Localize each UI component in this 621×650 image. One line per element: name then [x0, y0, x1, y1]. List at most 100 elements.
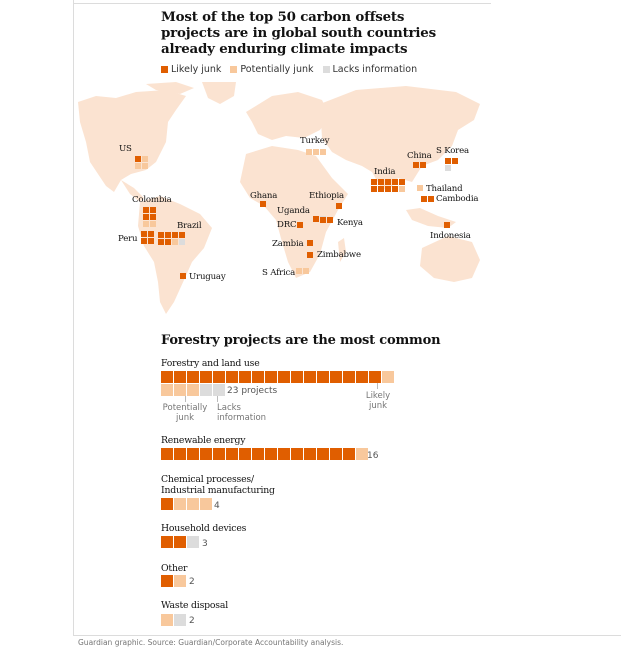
bar-square-renewable-energy-likely: [291, 448, 303, 460]
bar-square-renewable-energy-likely: [330, 448, 342, 460]
bar-square-forestry-and-land-use-lacks: [213, 384, 225, 396]
map-label-ethiopia: Ethiopia: [309, 191, 344, 201]
map-project-square-colombia: [150, 221, 156, 227]
map-project-square-brazil: [158, 239, 164, 245]
map-project-square-kenya: [320, 217, 326, 223]
sector-label-chemical-line1: Chemical processes/: [161, 474, 254, 485]
legend-swatch-likely: [161, 66, 168, 73]
map-project-square-drc: [297, 222, 303, 228]
bar-square-renewable-energy-likely: [187, 448, 199, 460]
map-project-square-india: [378, 179, 384, 185]
map-label-zimbabwe: Zimbabwe: [317, 250, 361, 260]
map-label-uruguay: Uruguay: [189, 272, 226, 282]
bar-square-forestry-and-land-use-potentially: [187, 384, 199, 396]
map-project-square-india: [385, 179, 391, 185]
map-project-square-zimbabwe: [307, 252, 313, 258]
land-central-america: [121, 180, 144, 202]
bar-square-chemical-processes-industrial-manufacturing-potentially: [174, 498, 186, 510]
bar-square-forestry-and-land-use-likely: [213, 371, 225, 383]
bar-square-household-devices-likely: [174, 536, 186, 548]
map-label-zambia: Zambia: [272, 239, 304, 249]
frame-bottom-rule: [73, 635, 621, 636]
bar-square-forestry-and-land-use-likely: [174, 371, 186, 383]
map-project-square-brazil: [172, 239, 178, 245]
map-project-square-peru: [148, 231, 154, 237]
map-project-square-peru: [141, 238, 147, 244]
map-project-square-colombia: [143, 207, 149, 213]
land-asia: [320, 86, 480, 192]
map-project-square-ethiopia: [336, 203, 342, 209]
map-project-square-zambia: [307, 240, 313, 246]
sector-label-household: Household devices: [161, 523, 247, 534]
map-project-square-brazil: [179, 239, 185, 245]
land-africa: [240, 146, 348, 278]
note-lacks: Lacks information: [217, 403, 266, 423]
map-label-ghana: Ghana: [250, 191, 278, 201]
count-renewable: 16: [367, 451, 379, 461]
bar-square-renewable-energy-likely: [317, 448, 329, 460]
legend-swatch-lacks: [322, 66, 330, 73]
land-europe: [246, 92, 330, 140]
map-project-square-china: [420, 162, 426, 168]
map-project-square-brazil: [158, 232, 164, 238]
bar-square-forestry-and-land-use-likely: [239, 371, 251, 383]
bar-square-forestry-and-land-use-likely: [200, 371, 212, 383]
source-note: Guardian graphic. Source: Guardian/Corpo…: [78, 638, 344, 647]
bar-square-forestry-and-land-use-likely: [330, 371, 342, 383]
map-label-china: China: [407, 151, 432, 161]
bar-square-renewable-energy-likely: [226, 448, 238, 460]
map-label-colombia: Colombia: [132, 195, 172, 205]
map-project-square-us: [142, 156, 148, 162]
map-project-square-colombia: [150, 207, 156, 213]
bar-square-waste-disposal-lacks: [174, 614, 186, 626]
map-label-turkey: Turkey: [300, 136, 330, 146]
map-project-square-colombia: [143, 214, 149, 220]
sectors-title: Forestry projects are the most common: [161, 333, 441, 348]
land-australia: [420, 236, 480, 282]
bar-square-renewable-energy-likely: [174, 448, 186, 460]
count-chemical: 4: [214, 501, 220, 511]
note-potentially-line1: Potentially: [162, 403, 208, 413]
map-project-square-indonesia: [444, 222, 450, 228]
bar-square-renewable-energy-likely: [200, 448, 212, 460]
note-likely: Likely junk: [362, 391, 394, 411]
map-project-square-brazil: [179, 232, 185, 238]
map-label-kenya: Kenya: [337, 218, 363, 228]
legend-label-lacks: Lacks information: [332, 64, 418, 75]
map-project-square-cambodia: [428, 196, 434, 202]
note-lacks-line1: Lacks: [217, 403, 241, 413]
bar-square-renewable-energy-likely: [213, 448, 225, 460]
map-project-square-india: [371, 186, 377, 192]
bar-square-renewable-energy-likely: [265, 448, 277, 460]
bar-square-renewable-energy-likely: [252, 448, 264, 460]
bar-square-household-devices-lacks: [187, 536, 199, 548]
bar-square-chemical-processes-industrial-manufacturing-potentially: [200, 498, 212, 510]
sector-label-renewable: Renewable energy: [161, 435, 246, 446]
map-project-square-s-korea: [452, 158, 458, 164]
map-project-square-turkey: [320, 149, 326, 155]
map-project-square-brazil: [172, 232, 178, 238]
chart-title: Most of the top 50 carbon offsets projec…: [161, 9, 436, 57]
world-map: [78, 82, 480, 314]
land-north-america: [78, 90, 186, 192]
bar-square-forestry-and-land-use-likely: [161, 371, 173, 383]
note-potentially-line2: junk: [175, 413, 195, 423]
tick-likely: [377, 383, 378, 389]
sector-label-chemical-line2: Industrial manufacturing: [161, 485, 275, 496]
bar-square-forestry-and-land-use-potentially: [174, 384, 186, 396]
map-project-square-s-korea: [445, 165, 451, 171]
map-project-square-india: [399, 186, 405, 192]
bar-square-renewable-energy-likely: [161, 448, 173, 460]
bar-square-forestry-and-land-use-likely: [226, 371, 238, 383]
count-waste: 2: [189, 616, 195, 626]
count-forestry: 23 projects: [227, 386, 278, 396]
map-project-square-colombia: [143, 221, 149, 227]
bar-square-chemical-processes-industrial-manufacturing-likely: [161, 498, 173, 510]
map-label-peru: Peru: [118, 234, 138, 244]
bar-square-waste-disposal-potentially: [161, 614, 173, 626]
bar-square-forestry-and-land-use-likely: [252, 371, 264, 383]
map-project-square-brazil: [165, 239, 171, 245]
map-project-square-india: [392, 186, 398, 192]
map-project-square-turkey: [313, 149, 319, 155]
tick-lacks: [217, 396, 218, 402]
